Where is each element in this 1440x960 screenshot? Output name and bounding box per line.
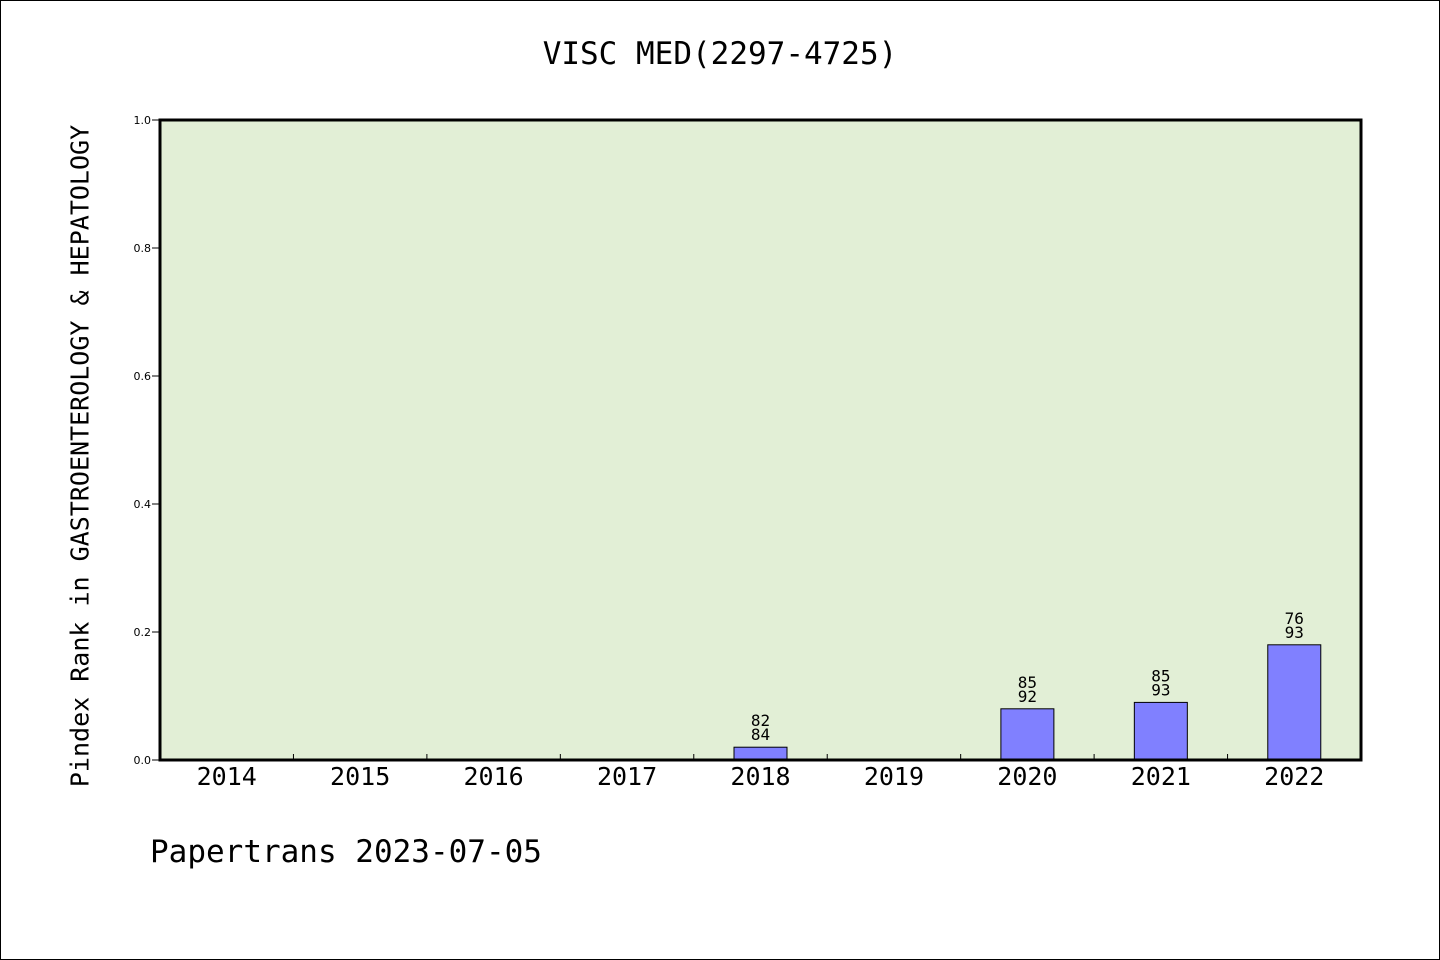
bar-label-bottom-2022: 93 xyxy=(1285,623,1304,642)
x-tick-label-2021: 2021 xyxy=(1131,762,1191,791)
y-tick-label: 0.6 xyxy=(134,370,152,383)
bar-2020 xyxy=(1000,708,1055,761)
x-tick-label-2017: 2017 xyxy=(597,762,657,791)
y-tick-label: 1.0 xyxy=(134,114,152,127)
plot-border xyxy=(158,118,1363,762)
bar-label-top-2021: 85 xyxy=(1151,666,1170,685)
x-tick-label-2019: 2019 xyxy=(864,762,924,791)
bar-label-top-2018: 82 xyxy=(751,711,770,730)
y-tick-label: 0.8 xyxy=(134,242,152,255)
plot-area xyxy=(160,120,1361,760)
bar-label-bottom-2018: 84 xyxy=(751,725,770,744)
chart-title: VISC MED(2297-4725) xyxy=(542,36,898,72)
x-tick-label-2020: 2020 xyxy=(997,762,1057,791)
bar-2018 xyxy=(733,746,788,761)
x-tick-label-2015: 2015 xyxy=(330,762,390,791)
bar-label-bottom-2020: 92 xyxy=(1018,687,1037,706)
y-tick-label: 0.4 xyxy=(134,498,152,511)
x-tick-label-2018: 2018 xyxy=(730,762,790,791)
y-tick-label: 0.2 xyxy=(134,626,152,639)
x-tick-label-2016: 2016 xyxy=(464,762,524,791)
bar-label-bottom-2021: 93 xyxy=(1151,680,1170,699)
bar-2022 xyxy=(1267,644,1322,761)
x-tick-label-2014: 2014 xyxy=(197,762,257,791)
bar-2021 xyxy=(1133,701,1188,761)
bar-label-top-2020: 85 xyxy=(1018,673,1037,692)
x-tick-label-2022: 2022 xyxy=(1264,762,1324,791)
bar-label-top-2022: 76 xyxy=(1285,609,1304,628)
y-tick-label: 0.0 xyxy=(134,754,152,767)
footer-credit: Papertrans 2023-07-05 xyxy=(150,834,542,870)
